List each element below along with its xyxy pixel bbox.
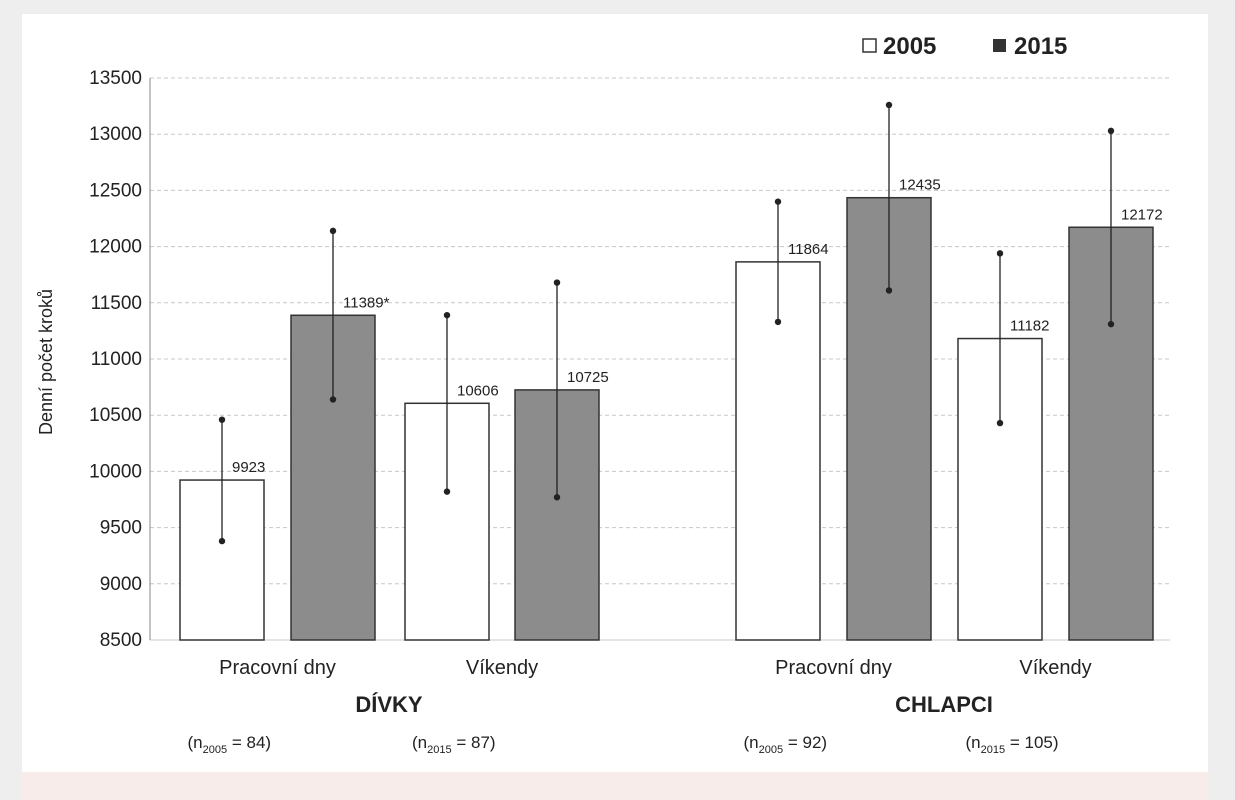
- data-label: 10606: [457, 382, 499, 399]
- data-label: 11389*: [343, 294, 390, 311]
- y-tick-label: 11500: [91, 293, 142, 314]
- sample-size-label: (n2005 = 92): [744, 733, 828, 756]
- y-tick-label: 13000: [89, 124, 142, 145]
- error-bar-cap: [774, 318, 782, 326]
- sample-size-label: (n2015 = 87): [412, 733, 496, 756]
- error-bar-cap: [329, 396, 337, 403]
- y-tick-label: 13500: [89, 68, 142, 89]
- y-tick-label: 10500: [89, 405, 142, 426]
- data-label: 11864: [788, 241, 829, 258]
- sample-size-prefix: (n: [412, 733, 427, 752]
- x-category-label: Víkendy: [1019, 657, 1091, 679]
- sample-size-value: = 87): [452, 733, 496, 752]
- bottom-strip: [22, 772, 1208, 800]
- label-layer: 8500 9000 9500 10000 10500 11000 11500 12000 125…: [89, 68, 1163, 756]
- error-bar-cap: [443, 488, 451, 495]
- error-bar-cap: [553, 279, 561, 286]
- error-bar-cap: [218, 416, 226, 423]
- error-bar-cap: [885, 101, 893, 109]
- sample-size-prefix: (n: [744, 733, 759, 752]
- x-category-label: Pracovní dny: [219, 657, 336, 679]
- sample-size-label: (n2015 = 105): [966, 733, 1059, 756]
- data-label: 12172: [1121, 206, 1163, 223]
- y-tick-label: 12500: [89, 180, 142, 201]
- data-label: 11182: [1010, 318, 1050, 335]
- sample-size-value: = 92): [783, 733, 827, 752]
- error-bar-cap: [1107, 320, 1115, 328]
- sample-size-value: = 84): [227, 733, 271, 752]
- error-bar-cap: [996, 419, 1004, 427]
- y-tick-label: 9500: [100, 518, 142, 539]
- y-tick-label: 11000: [91, 349, 142, 370]
- error-bar-cap: [885, 287, 893, 294]
- data-label: 10725: [567, 369, 609, 386]
- legend: 2005 2015: [862, 33, 1067, 60]
- sample-size-label: (n2005 = 84): [188, 733, 272, 756]
- sample-size-year: 2015: [981, 744, 1005, 756]
- error-bar-cap: [443, 311, 451, 319]
- error-bar-cap: [553, 494, 561, 501]
- x-category-label: Pracovní dny: [775, 657, 892, 679]
- error-bar-cap: [1107, 127, 1115, 135]
- sample-size-year: 2005: [203, 744, 227, 756]
- error-bar-cap: [996, 250, 1004, 257]
- legend-label-2005: 2005: [883, 33, 936, 60]
- y-axis-label: Denní počet kroků: [36, 289, 56, 435]
- legend-swatch-2015: [993, 39, 1006, 52]
- sample-size-year: 2015: [427, 744, 451, 756]
- y-tick-label: 9000: [100, 574, 142, 595]
- group-label: CHLAPCI: [895, 692, 993, 717]
- sample-size-prefix: (n: [966, 733, 981, 752]
- bar-layer: [179, 101, 1154, 641]
- sample-size-value: = 105): [1005, 733, 1058, 752]
- legend-swatch-2005: [862, 38, 877, 53]
- error-bar-cap: [329, 227, 337, 235]
- legend-label-2015: 2015: [1014, 33, 1067, 60]
- y-tick-label: 10000: [89, 461, 142, 482]
- sample-size-year: 2005: [759, 744, 783, 756]
- error-bar-cap: [774, 198, 782, 205]
- data-label: 9923: [232, 459, 265, 476]
- x-category-label: Víkendy: [466, 657, 538, 679]
- y-tick-label: 12000: [89, 237, 142, 258]
- sample-size-prefix: (n: [188, 733, 203, 752]
- group-label: DÍVKY: [355, 692, 423, 717]
- error-bar-cap: [218, 537, 226, 545]
- y-tick-label: 8500: [100, 630, 142, 651]
- data-label: 12435: [899, 177, 941, 194]
